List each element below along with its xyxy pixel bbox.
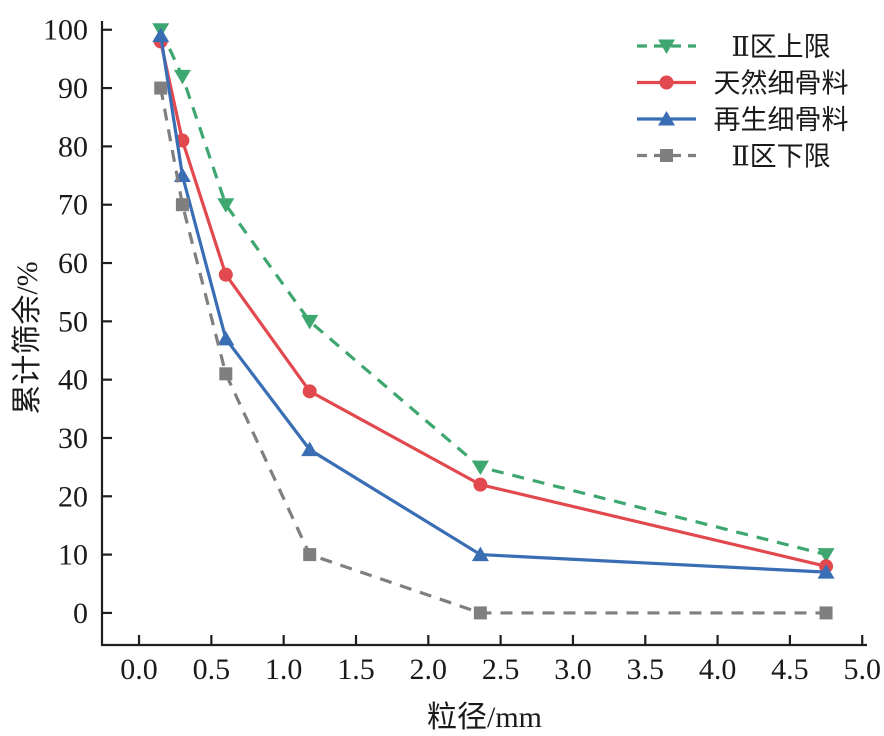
square-marker: [154, 81, 168, 95]
triangle-down-marker: [217, 198, 235, 213]
y-axis-tick-label: 20: [58, 480, 88, 513]
triangle-down-marker: [658, 39, 675, 54]
y-axis-tick-label: 70: [58, 189, 88, 222]
triangle-down-marker: [471, 460, 489, 476]
series-line: [159, 87, 827, 615]
series-line: [159, 41, 827, 568]
square-marker: [660, 149, 673, 162]
legend-label: Ⅱ区下限: [731, 142, 830, 172]
legend-item: Ⅱ区下限: [637, 142, 831, 172]
series-line: [159, 29, 827, 557]
triangle-down-marker: [301, 314, 319, 330]
square-marker: [175, 198, 189, 212]
legend-item: 再生细骨料: [637, 105, 849, 135]
y-axis-tick-label: 100: [43, 14, 88, 47]
legend-item: Ⅱ区上限: [637, 32, 831, 62]
y-axis-tick-label: 90: [58, 72, 88, 105]
circle-marker: [473, 477, 488, 492]
triangle-up-marker: [658, 111, 675, 126]
series-2: [152, 27, 835, 579]
circle-marker: [302, 384, 317, 399]
x-axis-tick-label: 5.0: [843, 653, 881, 686]
x-axis-title: 粒径/mm: [426, 701, 542, 734]
triangle-up-marker: [471, 546, 489, 562]
x-axis-tick-label: 0.0: [120, 653, 158, 686]
circle-marker: [659, 75, 674, 90]
y-axis-tick-label: 80: [58, 130, 88, 163]
triangle-up-marker: [301, 441, 319, 457]
series-3: [154, 81, 833, 620]
series-line: [159, 35, 827, 574]
x-axis-tick-label: 2.0: [410, 653, 448, 686]
y-axis-tick-label: 0: [73, 597, 88, 630]
y-axis-tick-label: 10: [58, 539, 88, 572]
x-axis-tick-label: 3.5: [627, 653, 665, 686]
y-axis-tick-label: 40: [58, 364, 88, 397]
square-marker: [303, 548, 317, 562]
legend-label: 再生细骨料: [714, 105, 849, 135]
triangle-up-marker: [217, 330, 235, 346]
x-axis-tick-label: 3.0: [554, 653, 592, 686]
triangle-down-marker: [173, 69, 191, 85]
square-marker: [473, 606, 487, 620]
axes-spines: [100, 21, 867, 647]
y-axis-tick-label: 50: [58, 305, 88, 338]
circle-marker: [218, 267, 233, 282]
x-axis-tick-label: 1.5: [337, 653, 375, 686]
y-axis-tick-label: 60: [58, 247, 88, 280]
series-0: [152, 23, 835, 563]
series-1: [153, 34, 834, 574]
y-axis-title: 累计筛余/%: [11, 261, 44, 415]
x-axis-tick-label: 0.5: [193, 653, 231, 686]
y-axis-tick-label: 30: [58, 422, 88, 455]
x-axis-tick-label: 2.5: [482, 653, 520, 686]
square-marker: [219, 367, 233, 381]
legend-item: 天然细骨料: [637, 69, 849, 99]
x-axis-tick-label: 4.0: [699, 653, 737, 686]
triangle-up-marker: [152, 27, 170, 43]
legend-label: Ⅱ区上限: [731, 32, 830, 62]
triangle-up-marker: [817, 564, 835, 579]
x-axis-tick-label: 4.5: [771, 653, 809, 686]
square-marker: [819, 606, 833, 620]
legend-label: 天然细骨料: [714, 69, 849, 99]
triangle-down-marker: [817, 548, 835, 563]
x-axis-tick-label: 1.0: [265, 653, 303, 686]
